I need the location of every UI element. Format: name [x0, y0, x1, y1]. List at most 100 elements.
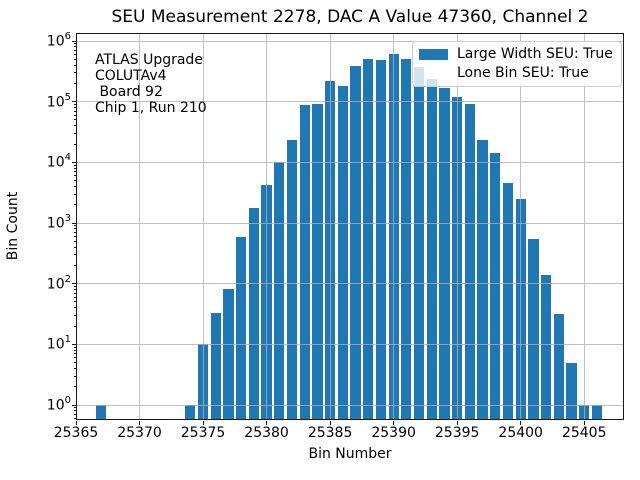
y-tick — [72, 222, 76, 224]
y-minor-tick — [74, 72, 76, 74]
histogram-bar — [286, 140, 298, 419]
y-minor-tick — [74, 171, 76, 173]
histogram-bar — [541, 274, 552, 419]
y-minor-tick — [74, 346, 76, 348]
histogram-bar — [553, 313, 564, 419]
x-gridline — [583, 34, 585, 419]
legend-label: Lone Bin SEU: True — [457, 65, 589, 81]
y-minor-tick — [74, 43, 76, 45]
histogram-bar — [591, 405, 603, 419]
x-tick-label: 25370 — [117, 425, 162, 441]
histogram-bar — [236, 237, 247, 419]
y-gridline — [77, 161, 623, 163]
y-minor-tick — [74, 132, 76, 134]
y-minor-tick — [74, 119, 76, 121]
y-tick — [72, 101, 76, 103]
legend-swatch-icon — [419, 49, 448, 60]
annotation-text: ATLAS Upgrade COLUTAv4 Board 92 Chip 1, … — [95, 52, 207, 116]
x-gridline — [266, 34, 268, 419]
x-tick — [456, 421, 458, 425]
y-minor-tick — [74, 375, 76, 377]
y-minor-tick — [74, 235, 76, 237]
histogram-bar — [439, 87, 450, 419]
y-minor-tick — [74, 180, 76, 182]
histogram-bar — [401, 59, 412, 419]
x-gridline — [139, 34, 141, 419]
histogram-bar — [502, 182, 514, 419]
y-tick-label: 105 — [46, 91, 71, 111]
y-minor-tick — [74, 357, 76, 359]
x-gridline — [520, 34, 522, 419]
y-minor-tick — [74, 296, 76, 298]
x-tick-label: 25385 — [307, 425, 353, 441]
y-tick — [72, 404, 76, 406]
legend-label: Large Width SEU: True — [457, 46, 613, 62]
x-gridline — [456, 34, 458, 419]
y-minor-tick — [74, 58, 76, 60]
histogram-bar — [413, 67, 425, 419]
annotation-line: ATLAS Upgrade — [95, 52, 203, 68]
x-tick — [75, 421, 77, 425]
histogram-bar — [248, 207, 259, 419]
x-gridline — [329, 34, 331, 419]
chart-title: SEU Measurement 2278, DAC A Value 47360,… — [111, 7, 589, 27]
y-minor-tick — [74, 417, 76, 419]
x-tick — [266, 421, 268, 425]
x-tick-label: 25365 — [53, 425, 99, 441]
y-gridline — [77, 283, 623, 285]
y-minor-tick — [74, 264, 76, 266]
y-minor-tick — [74, 407, 76, 409]
x-gridline — [202, 34, 204, 419]
histogram-bar — [299, 105, 310, 419]
y-minor-tick — [74, 204, 76, 206]
y-gridline — [77, 343, 623, 345]
x-tick-label: 25380 — [244, 425, 289, 441]
y-minor-tick — [74, 292, 76, 294]
x-tick-label: 25375 — [180, 425, 226, 441]
y-minor-tick — [74, 367, 76, 369]
y-tick — [72, 161, 76, 163]
histogram-bar — [223, 288, 234, 419]
y-minor-tick — [74, 107, 76, 109]
y-minor-tick — [74, 240, 76, 242]
y-minor-tick — [74, 325, 76, 327]
legend-entry-large-width-seu: Large Width SEU: True — [419, 45, 615, 64]
y-tick — [72, 283, 76, 285]
x-axis-label: Bin Number — [308, 446, 392, 462]
y-tick — [72, 40, 76, 42]
y-minor-tick — [74, 49, 76, 51]
histogram-bar — [96, 405, 107, 419]
x-gridline — [393, 34, 395, 419]
x-tick-label: 25395 — [434, 425, 480, 441]
histogram-bar — [375, 60, 387, 419]
y-tick-label: 104 — [46, 152, 71, 171]
y-minor-tick — [74, 413, 76, 415]
y-minor-tick — [74, 410, 76, 412]
y-minor-tick — [74, 110, 76, 112]
histogram-bar — [210, 312, 221, 419]
y-minor-tick — [74, 175, 76, 177]
histogram-bar — [337, 86, 348, 419]
y-minor-tick — [74, 193, 76, 195]
histogram-bar — [566, 362, 577, 419]
y-minor-tick — [74, 289, 76, 291]
histogram-bar — [274, 162, 285, 419]
y-minor-tick — [74, 125, 76, 127]
y-minor-tick — [74, 353, 76, 355]
annotation-line: Board 92 — [95, 84, 163, 100]
y-tick-label: 106 — [46, 31, 71, 50]
legend: Large Width SEU: True Lone Bin SEU: True — [412, 41, 622, 87]
y-tick-label: 101 — [46, 334, 71, 353]
y-tick-label: 102 — [46, 273, 71, 293]
y-minor-tick — [74, 307, 76, 309]
y-gridline — [77, 222, 623, 224]
y-minor-tick — [74, 167, 76, 169]
x-tick-label: 25400 — [498, 425, 543, 441]
histogram-bar — [363, 59, 374, 419]
x-tick-label: 25390 — [371, 425, 416, 441]
y-tick-label: 100 — [46, 395, 71, 414]
y-minor-tick — [74, 254, 76, 256]
y-gridline — [77, 40, 623, 42]
y-minor-tick — [74, 301, 76, 303]
